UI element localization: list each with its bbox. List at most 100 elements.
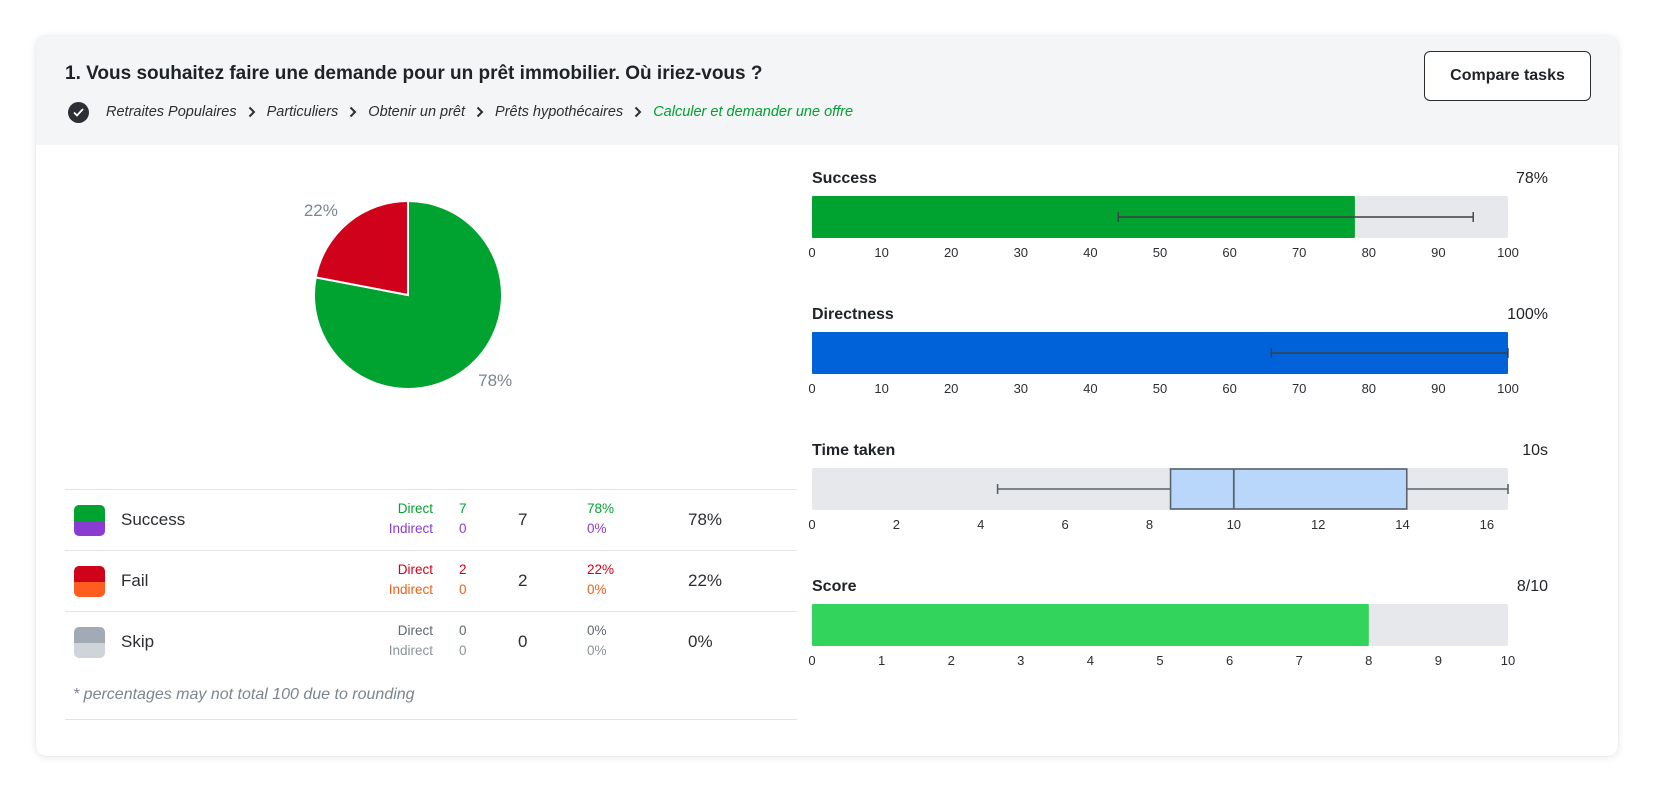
total-percent: 22%	[688, 571, 723, 590]
total-count: 0	[518, 632, 528, 651]
tick-label: 2	[893, 517, 900, 532]
pie-slice-fail	[314, 199, 409, 297]
metric-title: Directness	[812, 306, 894, 323]
task-title: 1. Vous souhaitez faire une demande pour…	[65, 63, 763, 84]
tick-label: 0	[808, 245, 815, 260]
tick-label: 20	[944, 245, 958, 260]
tick-label: 30	[1014, 381, 1028, 396]
breadcrumb-item: Prêts hypothécaires	[495, 104, 624, 120]
compare-tasks-button[interactable]: Compare tasks	[1424, 51, 1591, 101]
tick-label: 7	[1296, 653, 1303, 668]
fail-swatch	[74, 566, 105, 597]
tick-label: 8	[1146, 517, 1153, 532]
error-bar	[1117, 212, 1474, 222]
tick-label: 0	[808, 517, 815, 532]
tick-label: 5	[1156, 653, 1163, 668]
tick-label: 6	[1061, 517, 1068, 532]
chevron-right-icon	[623, 106, 653, 118]
results-legend: Success Direct 7 Indirect 0 7 78% 0% 78%…	[65, 489, 797, 720]
tick-label: 90	[1431, 245, 1445, 260]
success-bar-chart: 0 10 20 30 40 50 60 70 80 90 100	[808, 196, 1519, 260]
tick-label: 20	[944, 381, 958, 396]
indirect-count: 0	[459, 582, 467, 597]
indirect-label: Indirect	[388, 582, 433, 597]
tick-label: 60	[1222, 381, 1236, 396]
legend-label: Fail	[121, 571, 149, 590]
breadcrumb-item: Particuliers	[266, 104, 339, 120]
direct-count: 0	[459, 623, 467, 638]
pie-label-success: 78%	[478, 371, 512, 390]
pie-chart-svg: 78% 22%	[304, 199, 512, 390]
metric-value: 8/10	[1516, 578, 1548, 595]
indirect-percent: 0%	[587, 582, 607, 597]
direct-count: 7	[459, 501, 467, 516]
task-result-card: 1. Vous souhaitez faire une demande pour…	[36, 36, 1618, 756]
pie-slice-success	[313, 199, 503, 390]
bar-value	[812, 332, 1508, 374]
box-iqr	[1169, 468, 1408, 510]
chevron-right-icon	[338, 106, 368, 118]
footnote: * percentages may not total 100 due to r…	[65, 672, 797, 720]
success-swatch	[74, 505, 105, 536]
tick-label: 70	[1292, 381, 1306, 396]
indirect-percent: 0%	[587, 521, 607, 536]
total-count: 7	[518, 510, 528, 529]
tick-label: 40	[1083, 245, 1097, 260]
tick-label: 6	[1226, 653, 1233, 668]
indirect-label: Indirect	[388, 521, 433, 536]
skip-swatch	[74, 627, 105, 658]
legend-label: Success	[121, 510, 186, 529]
direct-label: Direct	[397, 623, 433, 638]
tick-label: 90	[1431, 381, 1445, 396]
indirect-count: 0	[459, 643, 467, 658]
tick-label: 8	[1365, 653, 1372, 668]
direct-count: 2	[459, 562, 467, 577]
tick-label: 100	[1497, 381, 1519, 396]
success-metric: Success 78% 0 10 20 30 40 50 60 70 80 90 100	[808, 170, 1548, 290]
breadcrumb-item: Retraites Populaires	[106, 104, 237, 120]
tick-label: 0	[808, 653, 815, 668]
metric-value: 78%	[1515, 170, 1548, 187]
tick-label: 4	[977, 517, 984, 532]
card-header: 1. Vous souhaitez faire une demande pour…	[36, 36, 1618, 145]
metric-title: Time taken	[812, 442, 896, 459]
tick-label: 10	[874, 245, 888, 260]
tick-label: 30	[1014, 245, 1028, 260]
tick-label: 4	[1087, 653, 1094, 668]
chevron-right-icon	[237, 106, 267, 118]
tick-label: 16	[1480, 517, 1494, 532]
total-count: 2	[518, 571, 528, 590]
footnote-text: * percentages may not total 100 due to r…	[73, 686, 415, 703]
legend-row-skip: Skip Direct 0 Indirect 0 0 0% 0% 0%	[65, 611, 797, 672]
box-plot	[996, 468, 1509, 510]
tick-label: 3	[1017, 653, 1024, 668]
direct-percent: 22%	[587, 562, 615, 577]
bar-value	[812, 604, 1369, 646]
indirect-label: Indirect	[388, 643, 433, 658]
tick-label: 70	[1292, 245, 1306, 260]
tick-label: 2	[948, 653, 955, 668]
tick-label: 9	[1435, 653, 1442, 668]
check-circle-icon	[68, 101, 89, 123]
direct-label: Direct	[397, 562, 433, 577]
tick-label: 50	[1153, 381, 1167, 396]
legend-row-success: Success Direct 7 Indirect 0 7 78% 0% 78%	[65, 489, 797, 550]
tick-label: 50	[1153, 245, 1167, 260]
tick-label: 10	[874, 381, 888, 396]
tick-label: 0	[808, 381, 815, 396]
pie-label-fail: 22%	[304, 201, 338, 220]
metric-value: 10s	[1522, 442, 1548, 459]
direct-label: Direct	[397, 501, 433, 516]
score-bar-chart: 0 1 2 3 4 5 6 7 8 9 10	[808, 604, 1515, 668]
time-taken-metric: Time taken 10s 0 2 4 6 8 10 12 14 16	[808, 442, 1548, 562]
legend-row-fail: Fail Direct 2 Indirect 0 2 22% 0% 22%	[65, 550, 797, 611]
tick-label: 12	[1311, 517, 1325, 532]
breadcrumb-item: Obtenir un prêt	[368, 104, 466, 120]
tick-label: 10	[1227, 517, 1241, 532]
legend-label: Skip	[121, 632, 155, 651]
tick-label: 1	[878, 653, 885, 668]
tick-label: 40	[1083, 381, 1097, 396]
total-percent: 0%	[688, 632, 713, 651]
metric-title: Score	[812, 578, 857, 595]
time-taken-box-plot: 0 2 4 6 8 10 12 14 16	[808, 468, 1509, 532]
